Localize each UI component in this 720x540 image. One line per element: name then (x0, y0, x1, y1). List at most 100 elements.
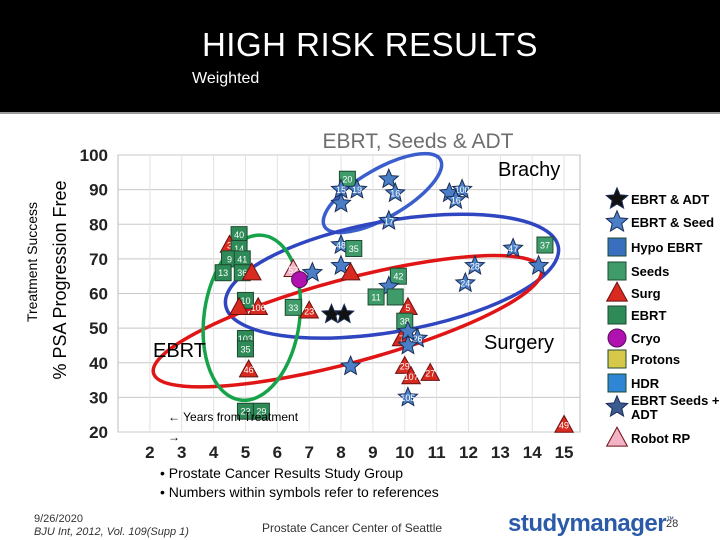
x-tick-label: 9 (368, 443, 377, 462)
y-tick-label: 100 (80, 146, 108, 165)
point-star (378, 167, 400, 189)
point-star (384, 181, 406, 203)
y-axis-label-outer: Treatment Success (24, 202, 40, 322)
x-tick-label: 12 (459, 443, 478, 462)
point-label: 33 (288, 303, 298, 313)
point-square (389, 267, 407, 285)
group-label-surgery: Surgery (484, 332, 554, 354)
point-label: 29 (256, 407, 266, 417)
point-label: 13 (218, 268, 228, 278)
point-label: 24 (460, 279, 470, 289)
point-label: 20 (342, 175, 352, 185)
legend-marker-square (607, 237, 627, 257)
legend-label: ADT (631, 407, 658, 422)
point-star (527, 254, 550, 275)
point-square (367, 288, 385, 306)
point-label: 36 (237, 268, 247, 278)
point-star (444, 188, 467, 210)
point-label: 26 (412, 334, 422, 344)
y-tick-label: 80 (89, 215, 108, 234)
point-label: 40 (234, 230, 244, 240)
point-star (339, 354, 362, 376)
y-tick-label: 40 (89, 354, 108, 373)
point-label: 19 (352, 185, 362, 195)
group-label-brachy: Brachy (498, 159, 560, 181)
footer-bullet-2: • Numbers within symbols refer to refere… (160, 484, 439, 500)
legend-marker-square (607, 261, 627, 281)
years-arrow: → (168, 430, 180, 444)
x-tick-label: 3 (177, 443, 186, 462)
point-square (345, 239, 363, 257)
y-tick-label: 20 (89, 423, 108, 442)
legend-label: Seeds (631, 264, 669, 279)
y-tick-label: 70 (89, 250, 108, 269)
logo-text: studymanager (508, 510, 667, 537)
point-label: 16 (390, 189, 400, 199)
legend-label: EBRT & ADT (631, 192, 709, 207)
x-tick-label: 14 (523, 443, 542, 462)
x-tick-label: 7 (304, 443, 313, 462)
legend-marker-star (605, 394, 629, 418)
y-axis-label-inner: % PSA Progression Free (50, 180, 70, 379)
point-star (330, 192, 352, 213)
point-star (301, 261, 324, 282)
point-triangle (401, 365, 422, 385)
point-star (397, 334, 419, 355)
x-tick-label: 11 (428, 443, 446, 462)
legend-marker-triangle (605, 281, 629, 302)
point-square (284, 298, 302, 316)
legend-label: Surg (631, 286, 661, 301)
point-label: 17 (384, 216, 394, 226)
point-star (333, 303, 355, 324)
point-triangle (238, 359, 259, 378)
point-label: 37 (540, 241, 550, 251)
point-star (330, 254, 352, 275)
legend-label: Protons (631, 352, 680, 367)
x-tick-label: 8 (336, 443, 345, 462)
point-label: 9 (227, 254, 232, 264)
point-label: 28 (470, 261, 480, 271)
point-star (346, 178, 368, 199)
point-label: 7 (399, 334, 404, 344)
point-square (536, 236, 554, 254)
y-tick-label: 30 (89, 388, 108, 407)
point-label: 105 (400, 393, 415, 403)
x-tick-label: 6 (273, 443, 282, 462)
x-tick-label: 10 (395, 443, 414, 462)
legend-label: EBRT (631, 308, 666, 323)
legend-label: EBRT & Seed (631, 215, 714, 230)
point-star (454, 271, 477, 293)
legend-marker-triangle (605, 426, 629, 447)
point-label: 52 (288, 265, 298, 275)
point-label: 10 (240, 296, 250, 306)
group-label-ebrt: EBRT (153, 340, 206, 362)
point-star (397, 386, 419, 407)
ellipse-ebrt (201, 233, 303, 403)
studymanager-logo: studymanager™ (508, 510, 674, 538)
slide-title: HIGH RISK RESULTS (201, 26, 539, 63)
point-star (378, 209, 400, 230)
point-label: 23 (304, 306, 314, 316)
point-label: 38 (400, 317, 410, 327)
point-label: 46 (244, 365, 254, 375)
point-triangle (241, 262, 262, 281)
point-triangle (299, 300, 320, 319)
x-tick-label: 2 (145, 443, 154, 462)
ellipse-brachy (321, 151, 444, 235)
logo-tm: ™ (666, 515, 674, 524)
point-label: 107 (404, 372, 419, 382)
legend-marker-square (607, 373, 627, 393)
point-square (236, 340, 254, 358)
point-label: 5 (405, 303, 410, 313)
point-label: 3 (227, 241, 232, 251)
title-bar: HIGH RISK RESULTS Weighted (0, 0, 720, 114)
legend: EBRT & ADT EBRT & Seed Hypo EBRT Seeds Surg E… (605, 186, 720, 447)
point-label: 35 (240, 344, 250, 354)
legend-marker-star (605, 186, 629, 210)
gridlines (117, 154, 581, 433)
y-tick-label: 60 (89, 285, 108, 304)
years-note: ← Years from Treatment (168, 410, 299, 424)
point-label: 103 (238, 334, 253, 344)
point-label: 23 (240, 407, 250, 417)
